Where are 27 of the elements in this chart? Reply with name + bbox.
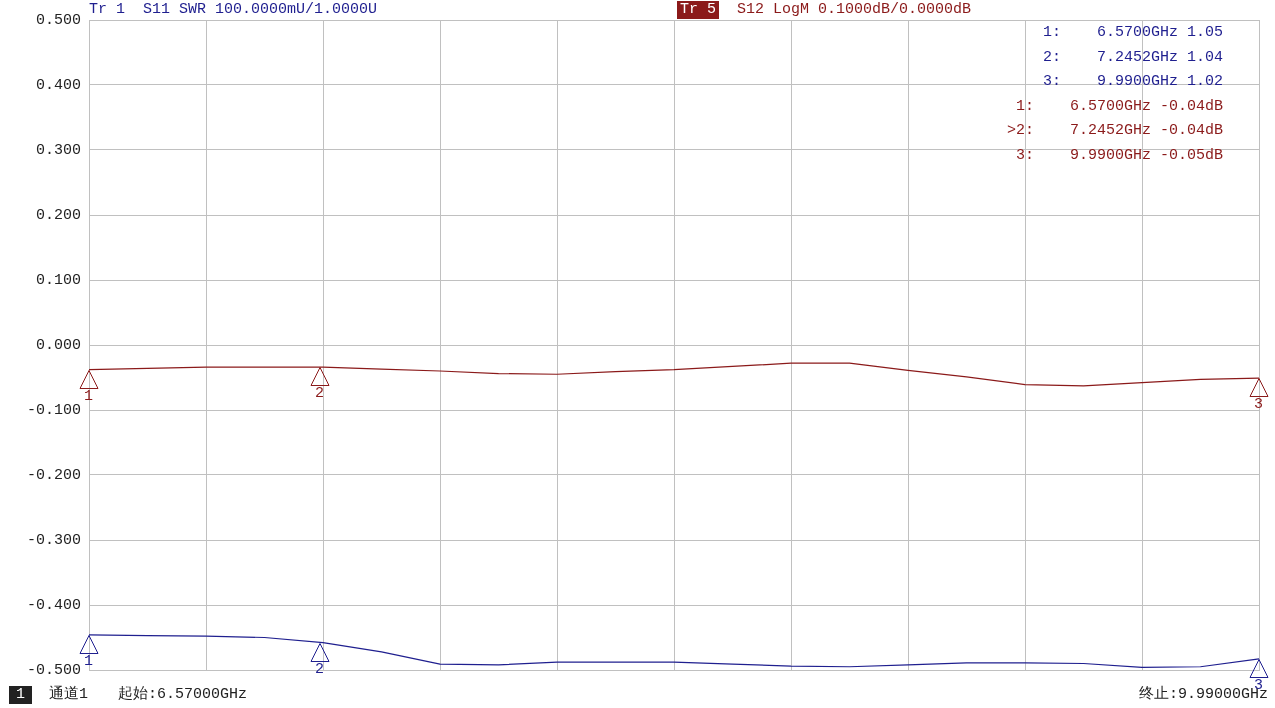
annotation: 1: 6.5700GHz -0.04dB (1015, 97, 1223, 116)
y-tick-label: -0.400 (26, 596, 81, 614)
annotation: >2: 7.2452GHz -0.04dB (1006, 122, 1223, 140)
y-tick-label: 0.500 (35, 11, 81, 29)
annotation: 2: 7.2452GHz 1.04 (1042, 48, 1223, 67)
annotation: 2 (314, 385, 324, 404)
annotation: 3 (1254, 396, 1264, 415)
y-tick-label: 0.400 (35, 76, 81, 94)
y-tick-label: -0.100 (26, 401, 81, 419)
text: Tr 5 S12 LogM 0.1000dB/0.0000dB (680, 1, 972, 18)
y-tick-label: -0.200 (26, 466, 81, 484)
y-tick-label: -0.300 (26, 531, 81, 549)
text: 1 (9, 686, 33, 704)
y-tick-label: 0.100 (35, 271, 81, 289)
annotation: 1 (84, 652, 94, 671)
y-tick-label: 0.200 (35, 206, 81, 224)
y-tick-label: 0.300 (35, 141, 81, 159)
text: 起始:6.57000GHz (118, 686, 248, 704)
annotation: 3: 9.9900GHz 1.02 (1042, 73, 1223, 91)
annotation: 3: 9.9900GHz -0.05dB (1015, 146, 1223, 165)
y-tick-label: -0.500 (26, 661, 81, 679)
annotation: 1: 6.5700GHz 1.05 (1042, 24, 1223, 42)
y-tick-label: 0.000 (35, 336, 81, 354)
annotation: 2 (314, 660, 324, 679)
chart-title: Tr 1 S11 SWR 100.0000mU/1.0000U (89, 1, 378, 19)
text: 通道1 (49, 686, 89, 704)
annotation: 1 (84, 387, 94, 406)
